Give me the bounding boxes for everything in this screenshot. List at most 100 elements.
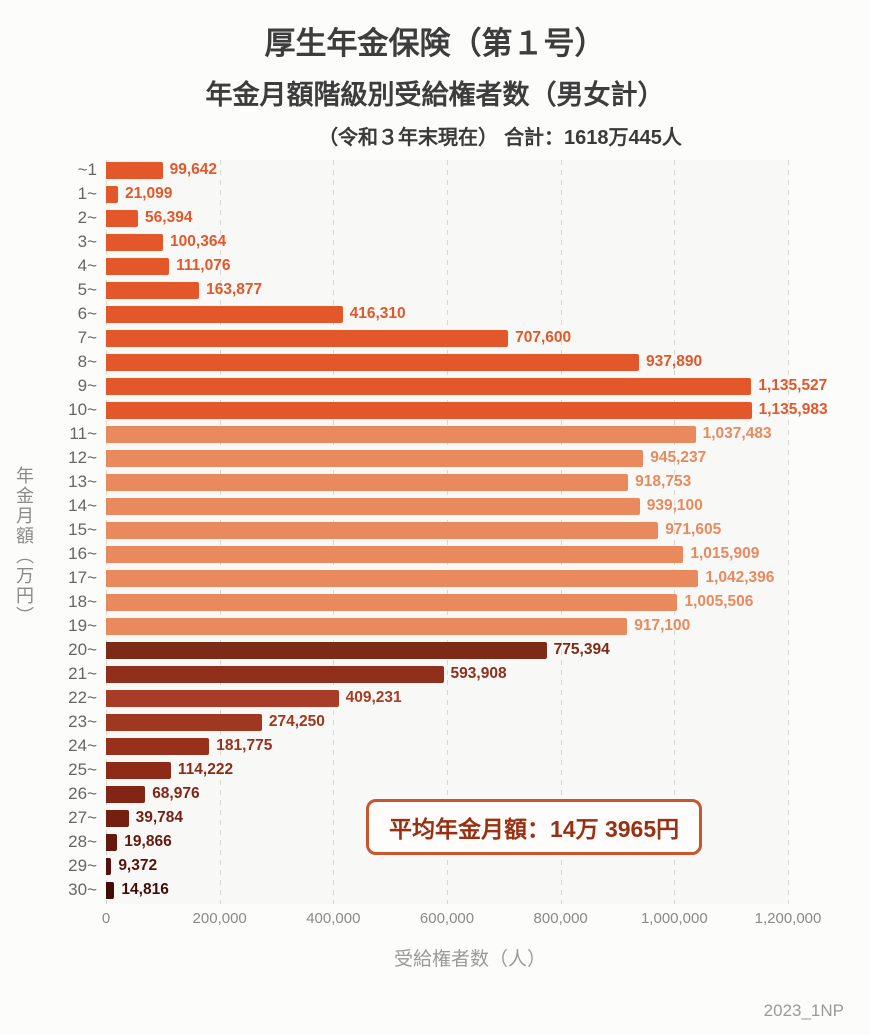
value-label: 114,222	[177, 761, 234, 778]
category-label: 27~	[68, 808, 97, 827]
value-label: 918,753	[635, 473, 692, 490]
bar	[106, 161, 163, 179]
value-label: 99,642	[169, 161, 218, 178]
category-label: 8~	[77, 352, 97, 371]
x-tick-label: 600,000	[419, 910, 475, 927]
category-label: 29~	[68, 856, 97, 875]
bar-track: 937,890	[106, 353, 788, 371]
bar	[106, 281, 200, 299]
bar-track: 56,394	[106, 209, 788, 227]
value-label: 1,135,527	[758, 377, 828, 394]
bar-track: 775,394	[106, 641, 788, 659]
value-label: 1,005,506	[684, 593, 754, 610]
bar-row: 19~ 917,100	[48, 614, 788, 638]
value-label: 939,100	[646, 497, 703, 514]
note-total: 合計：1618万445人	[504, 127, 682, 149]
value-label: 593,908	[450, 665, 507, 682]
category-label: 14~	[68, 496, 97, 515]
bar	[106, 497, 640, 515]
bar-row: 15~ 971,605	[48, 518, 788, 542]
bar-track: 99,642	[106, 161, 788, 179]
category-label: 18~	[68, 592, 97, 611]
bar-track: 593,908	[106, 665, 788, 683]
bar-row: 4~ 111,076	[48, 254, 788, 278]
category-label: 30~	[68, 880, 97, 899]
average-annotation-text: 平均年金月額：14万 3965円	[389, 816, 680, 842]
bar-row: 27~ 39,784	[48, 806, 788, 830]
bar-track: 21,099	[106, 185, 788, 203]
bar-row: 20~ 775,394	[48, 638, 788, 662]
value-label: 181,775	[216, 737, 273, 754]
bar-chart: 年金月額（万円） ~1 99,642 1~ 21,099 2~ 56,394 3~ 100,3…	[0, 158, 870, 934]
value-label: 21,099	[124, 185, 173, 202]
bar-track: 9,372	[106, 857, 788, 875]
value-label: 39,784	[135, 809, 184, 826]
category-label: 20~	[68, 640, 97, 659]
bar	[106, 809, 129, 827]
x-axis-ticks: 0 200,000 400,000 600,000 800,000 1,000,000 1,…	[102, 908, 822, 934]
bar-row: 2~ 56,394	[48, 206, 788, 230]
bar	[106, 329, 509, 347]
bar	[106, 737, 210, 755]
watermark: 2023_1NP	[763, 1001, 844, 1020]
bar	[106, 617, 628, 635]
bar	[106, 665, 444, 683]
x-tick-label: 1,000,000	[640, 910, 708, 927]
x-tick-label: 800,000	[533, 910, 588, 927]
value-label: 707,600	[515, 329, 572, 346]
bar	[106, 425, 696, 443]
category-label: ~1	[77, 160, 97, 179]
bar-row: 14~ 939,100	[48, 494, 788, 518]
bar-track: 114,222	[106, 761, 788, 779]
bar-row: 30~ 14,816	[48, 878, 788, 902]
bar	[106, 545, 684, 563]
bar-row: 11~ 1,037,483	[48, 422, 788, 446]
bar-track: 409,231	[106, 689, 788, 707]
x-tick-label: 400,000	[306, 910, 361, 927]
bar-row: 26~ 68,976	[48, 782, 788, 806]
bar-track: 707,600	[106, 329, 788, 347]
y-axis-title: 年金月額（万円）	[0, 158, 48, 934]
bar	[106, 233, 164, 251]
gridline	[674, 160, 676, 904]
category-label: 6~	[77, 304, 97, 323]
bar-track: 918,753	[106, 473, 788, 491]
category-label: 25~	[68, 760, 97, 779]
bar	[106, 761, 171, 779]
bar	[106, 257, 170, 275]
category-label: 28~	[68, 832, 97, 851]
bar-track: 163,877	[106, 281, 788, 299]
value-label: 1,015,909	[690, 545, 760, 562]
value-label: 68,976	[152, 785, 200, 802]
bar-row: 29~ 9,372	[48, 854, 788, 878]
value-label: 1,135,983	[758, 401, 828, 418]
bar-row: 9~ 1,135,527	[48, 374, 828, 398]
plot-area: ~1 99,642 1~ 21,099 2~ 56,394 3~ 100,364 4~ 111,0…	[48, 158, 870, 934]
y-axis-title-text: 年金月額（万円）	[14, 466, 34, 626]
category-label: 2~	[77, 208, 97, 227]
bar-row: 1~ 21,099	[48, 182, 788, 206]
chart-subtitle: 年金月額階級別受給権者数（男女計）	[205, 80, 665, 110]
bar-row: 22~ 409,231	[48, 686, 788, 710]
value-label: 163,877	[206, 281, 263, 298]
value-label: 945,237	[650, 449, 707, 466]
x-tick-label: 0	[101, 910, 111, 927]
bar	[106, 881, 115, 899]
value-label: 14,816	[121, 881, 169, 898]
bar-row: 3~ 100,364	[48, 230, 788, 254]
bar	[106, 689, 339, 707]
category-label: 9~	[77, 376, 97, 395]
category-label: 7~	[77, 328, 97, 347]
category-label: 17~	[68, 568, 97, 587]
value-label: 274,250	[268, 713, 325, 730]
bar-row: 16~ 1,015,909	[48, 542, 788, 566]
bar-row: 21~ 593,908	[48, 662, 788, 686]
bar-track: 939,100	[106, 497, 788, 515]
gridline	[788, 160, 789, 904]
category-label: 3~	[77, 232, 97, 251]
bar	[106, 785, 146, 803]
bar	[106, 641, 547, 659]
bar-row: 18~ 1,005,506	[48, 590, 788, 614]
category-label: 12~	[68, 448, 97, 467]
category-label: 1~	[77, 184, 97, 203]
